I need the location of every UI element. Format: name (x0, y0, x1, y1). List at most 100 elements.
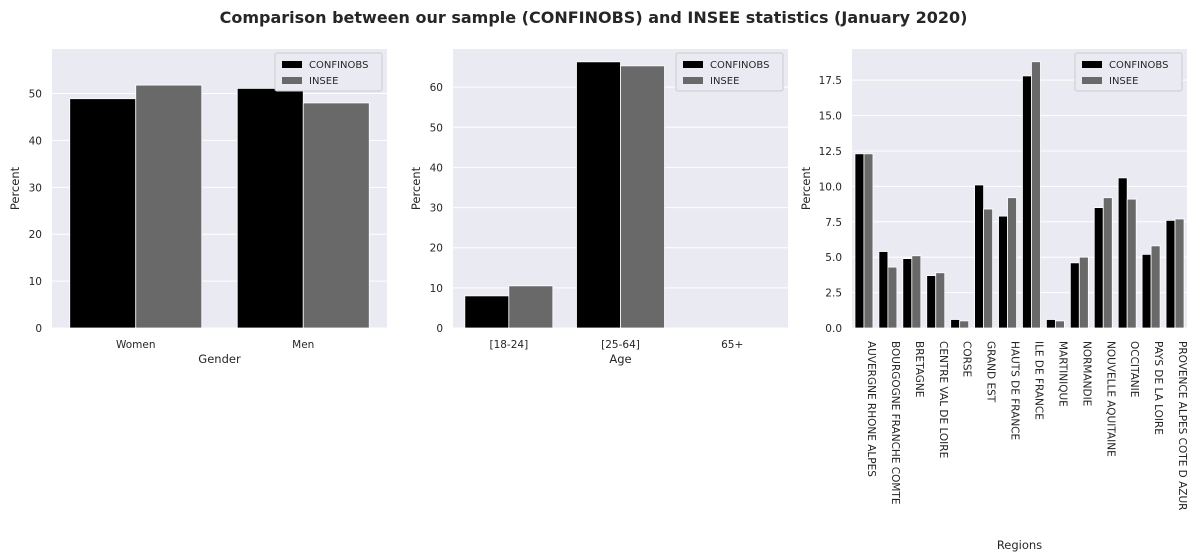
legend-swatch-insee (683, 77, 703, 84)
bar-confinobs (1022, 75, 1032, 329)
bar-insee (1054, 320, 1065, 329)
bar-confinobs (926, 275, 937, 329)
y-tick-label: 0 (436, 323, 443, 335)
legend-swatch-confinobs (1082, 61, 1102, 68)
bar-confinobs (854, 153, 865, 329)
bar-confinobs (1117, 177, 1128, 329)
bar-insee (1078, 256, 1089, 329)
legend-label: CONFINOBS (710, 60, 769, 71)
y-tick-label: 40 (430, 162, 443, 174)
y-tick-label: 17.5 (819, 75, 842, 87)
x-tick-label: AUVERGNE RHONE ALPES (865, 341, 877, 477)
x-axis-label: Age (609, 352, 631, 366)
y-axis-label: Percent (409, 166, 423, 210)
y-tick-label: 2.5 (825, 288, 842, 300)
y-axis-label: Percent (799, 166, 813, 210)
x-tick-label: NOUVELLE AQUITAINE (1104, 341, 1116, 457)
y-axis-label: Percent (8, 166, 22, 210)
legend-label: INSEE (710, 76, 739, 87)
bar-confinobs (236, 87, 304, 329)
x-tick-label: CENTRE VAL DE LOIRE (937, 341, 949, 458)
bar-confinobs (69, 98, 137, 329)
bar-insee (135, 84, 203, 329)
y-tick-label: 10.0 (819, 181, 842, 193)
legend: CONFINOBS INSEE (274, 52, 383, 92)
bar-confinobs (1069, 262, 1080, 329)
figure-title: Comparison between our sample (CONFINOBS… (219, 8, 968, 27)
x-tick-label: CORSE (961, 341, 973, 377)
x-tick-label: [25-64] (601, 339, 640, 351)
x-tick-label: BOURGOGNE FRANCHE COMTE (889, 341, 901, 504)
bar-insee (959, 320, 970, 329)
bar-insee (620, 65, 665, 329)
y-tick-label: 20 (29, 229, 42, 241)
legend: CONFINOBS INSEE (1074, 52, 1183, 92)
y-tick-label: 10 (29, 276, 42, 288)
legend-label: INSEE (1109, 76, 1138, 87)
x-tick-label: NORMANDIE (1080, 341, 1092, 406)
bar-confinobs (950, 319, 961, 329)
legend-label: CONFINOBS (1109, 60, 1168, 71)
y-tick-label: 50 (29, 89, 42, 101)
bar-confinobs (1165, 219, 1176, 329)
x-tick-label: PROVENCE ALPES COTE D AZUR (1176, 341, 1187, 510)
y-tick-label: 40 (29, 135, 42, 147)
bar-confinobs (998, 215, 1008, 329)
bar-insee (1007, 197, 1017, 329)
y-tick-label: 20 (430, 243, 443, 255)
bar-insee (935, 272, 946, 329)
x-tick-label: MARTINIQUE (1056, 341, 1068, 407)
bar-insee (302, 102, 370, 329)
legend: CONFINOBS INSEE (675, 52, 784, 92)
y-tick-label: 60 (430, 82, 443, 94)
y-tick-label: 7.5 (825, 217, 842, 229)
bar-confinobs (902, 258, 913, 329)
bar-insee (1126, 198, 1137, 329)
x-axis-label: Regions (997, 538, 1042, 552)
x-tick-label: PAYS DE LA LOIRE (1152, 341, 1164, 435)
x-tick-label: 65+ (721, 339, 743, 351)
x-tick-label: HAUTS DE FRANCE (1009, 341, 1021, 440)
x-tick-label: BRETAGNE (913, 341, 925, 397)
y-tick-label: 50 (430, 122, 443, 134)
x-tick-label: OCCITANIE (1128, 341, 1140, 397)
bar-confinobs (464, 295, 510, 329)
bar-insee (1031, 61, 1041, 329)
bar-insee (1102, 197, 1113, 329)
bar-confinobs (576, 61, 621, 329)
chart-regions: 0.0 2.5 5.0 7.5 10.0 12.5 15.0 17.5 AUVERGNE RHO… (799, 49, 1187, 552)
legend-swatch-insee (282, 77, 302, 84)
legend-swatch-insee (1082, 77, 1102, 84)
x-axis-label: Gender (198, 352, 241, 366)
bar-insee (887, 266, 898, 329)
y-tick-label: 10 (430, 283, 443, 295)
bar-insee (983, 208, 994, 329)
y-tick-label: 30 (29, 182, 42, 194)
y-tick-label: 0.0 (825, 323, 842, 335)
legend-label: CONFINOBS (309, 60, 368, 71)
bar-confinobs (974, 184, 985, 329)
y-tick-label: 30 (430, 203, 443, 215)
bar-confinobs (1141, 253, 1152, 329)
chart-gender: 0 10 20 30 40 50 Women Men Gender Percent CONFINOB… (8, 49, 387, 366)
bar-confinobs (1093, 207, 1104, 329)
bar-insee (508, 285, 554, 329)
legend-label: INSEE (309, 76, 338, 87)
x-tick-label: ILE DE FRANCE (1032, 341, 1044, 420)
x-tick-label: Men (292, 339, 314, 351)
bar-confinobs (1045, 319, 1056, 329)
x-tick-label: Women (116, 339, 156, 351)
legend-swatch-confinobs (683, 61, 703, 68)
bar-confinobs (878, 251, 889, 329)
x-tick-label: GRAND EST (985, 341, 997, 403)
bar-insee (911, 255, 922, 329)
y-tick-label: 15.0 (819, 111, 842, 123)
x-tick-label: [18-24] (489, 339, 528, 351)
bar-insee (863, 153, 874, 329)
y-tick-label: 5.0 (825, 252, 842, 264)
y-tick-label: 0 (35, 323, 42, 335)
y-tick-label: 12.5 (819, 146, 842, 158)
chart-age: 0 10 20 30 40 50 60 [18-24] [25-64] 65+ Age Percent… (409, 49, 788, 366)
bar-insee (1174, 218, 1185, 329)
legend-swatch-confinobs (282, 61, 302, 68)
